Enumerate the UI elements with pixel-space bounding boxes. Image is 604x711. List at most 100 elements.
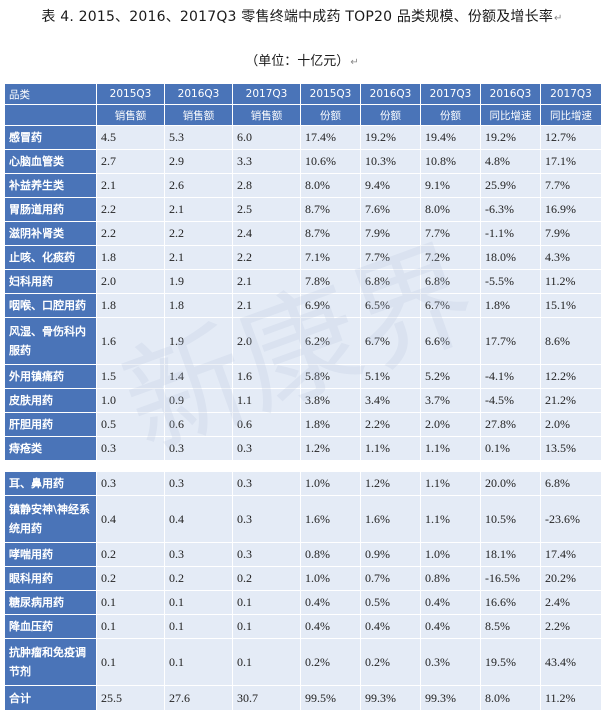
table-cell: 43.4% xyxy=(540,638,602,686)
table-cell: 5.1% xyxy=(360,364,421,389)
data-table: 品类 2015Q3 2016Q3 2017Q3 2015Q3 2016Q3 2017Q3 20… xyxy=(4,83,602,711)
table-cell: 19.2% xyxy=(480,125,541,150)
header-row-years: 品类 2015Q3 2016Q3 2017Q3 2015Q3 2016Q3 2017Q3 20… xyxy=(4,83,602,105)
column-header: 销售额 xyxy=(232,104,301,126)
table-cell: 1.6 xyxy=(96,317,165,365)
table-cell: 0.6 xyxy=(232,412,301,437)
column-header: 2017Q3 xyxy=(232,83,301,105)
table-cell: 2.2% xyxy=(540,614,602,639)
table-cell: 0.9% xyxy=(360,542,421,567)
category-name: 妇科用药 xyxy=(4,269,97,294)
table-cell: -1.1% xyxy=(480,221,541,246)
table-cell: 0.4% xyxy=(300,614,361,639)
table-cell: 7.7% xyxy=(540,173,602,198)
table-cell: 3.3 xyxy=(232,149,301,174)
table-row: 糖尿病用药 0.1 0.1 0.1 0.4% 0.5% 0.4% 16.6% 2.4% xyxy=(4,590,602,615)
table-cell: 1.1% xyxy=(420,471,481,496)
table-cell: 1.2% xyxy=(360,471,421,496)
unit-subtitle: （单位：十亿元）↵ xyxy=(0,50,604,69)
column-header: 同比增速 xyxy=(480,104,541,126)
table-cell: 0.1 xyxy=(96,638,165,686)
table-cell: 2.0% xyxy=(540,412,602,437)
divider-cell xyxy=(300,460,361,472)
table-cell: 1.0% xyxy=(300,566,361,591)
category-name: 糖尿病用药 xyxy=(4,590,97,615)
table-cell: 2.1 xyxy=(96,173,165,198)
table-row: 心脑血管类 2.7 2.9 3.3 10.6% 10.3% 10.8% 4.8% 17.1% xyxy=(4,149,602,174)
column-header: 销售额 xyxy=(164,104,233,126)
table-cell: 20.0% xyxy=(480,471,541,496)
table-cell: 0.2% xyxy=(300,638,361,686)
table-cell: 0.5% xyxy=(360,590,421,615)
table-cell: 2.0 xyxy=(96,269,165,294)
category-name: 抗肿瘤和免疫调节剂 xyxy=(4,638,97,686)
table-row: 妇科用药 2.0 1.9 2.1 7.8% 6.8% 6.8% -5.5% 11.2% xyxy=(4,269,602,294)
table-cell: 4.5 xyxy=(96,125,165,150)
table-cell: 18.0% xyxy=(480,245,541,270)
table-cell: 0.3 xyxy=(232,471,301,496)
table-cell: 0.4% xyxy=(420,590,481,615)
table-cell: 10.3% xyxy=(360,149,421,174)
table-cell: 17.7% xyxy=(480,317,541,365)
column-header: 份额 xyxy=(420,104,481,126)
table-cell: 0.3 xyxy=(232,436,301,461)
column-header: 同比增速 xyxy=(540,104,602,126)
table-cell: 0.1 xyxy=(164,590,233,615)
table-cell: 0.2 xyxy=(96,566,165,591)
divider-cell xyxy=(96,460,165,472)
table-row: 抗肿瘤和免疫调节剂 0.1 0.1 0.1 0.2% 0.2% 0.3% 19.5% 43.4% xyxy=(4,638,602,686)
table-cell: -4.5% xyxy=(480,388,541,413)
table-cell: 9.1% xyxy=(420,173,481,198)
divider-cell xyxy=(232,460,301,472)
table-cell: 6.8% xyxy=(420,269,481,294)
category-name: 痔疮类 xyxy=(4,436,97,461)
table-cell: 0.2 xyxy=(232,566,301,591)
table-cell: 2.1 xyxy=(164,245,233,270)
table-cell: 1.0 xyxy=(96,388,165,413)
table-cell: 12.2% xyxy=(540,364,602,389)
table-cell: 0.8% xyxy=(420,566,481,591)
table-row: 肝胆用药 0.5 0.6 0.6 1.8% 2.2% 2.0% 27.8% 2.0% xyxy=(4,412,602,437)
table-body: 感冒药 4.5 5.3 6.0 17.4% 19.2% 19.4% 19.2% 12.7% 心脑血… xyxy=(4,125,602,711)
category-name: 耳、鼻用药 xyxy=(4,471,97,496)
table-cell: 8.0% xyxy=(420,197,481,222)
table-cell: 7.8% xyxy=(300,269,361,294)
table-cell: 27.8% xyxy=(480,412,541,437)
table-cell: 17.4% xyxy=(540,542,602,567)
category-name: 肝胆用药 xyxy=(4,412,97,437)
table-cell: 0.1% xyxy=(480,436,541,461)
table-row: 痔疮类 0.3 0.3 0.3 1.2% 1.1% 1.1% 0.1% 13.5% xyxy=(4,436,602,461)
table-cell: 11.2% xyxy=(540,685,602,711)
table-cell: 25.5 xyxy=(96,685,165,711)
category-name: 合计 xyxy=(4,685,97,711)
table-cell: 7.9% xyxy=(540,221,602,246)
table-row: 补益养生类 2.1 2.6 2.8 8.0% 9.4% 9.1% 25.9% 7.7% xyxy=(4,173,602,198)
table-cell: 2.1 xyxy=(232,269,301,294)
section-divider xyxy=(4,460,602,472)
table-cell: 0.1 xyxy=(232,638,301,686)
category-name: 风湿、骨伤科内服药 xyxy=(4,317,97,365)
table-cell: 0.3 xyxy=(232,495,301,543)
table-cell: 4.8% xyxy=(480,149,541,174)
table-cell: 1.1% xyxy=(360,436,421,461)
table-cell: 25.9% xyxy=(480,173,541,198)
category-name: 滋阴补肾类 xyxy=(4,221,97,246)
table-cell: 1.8 xyxy=(96,293,165,318)
category-name: 心脑血管类 xyxy=(4,149,97,174)
table-cell: 99.5% xyxy=(300,685,361,711)
table-cell: 2.2 xyxy=(96,197,165,222)
table-title: 表 4. 2015、2016、2017Q3 零售终端中成药 TOP20 品类规模… xyxy=(0,6,604,26)
table-cell: 13.5% xyxy=(540,436,602,461)
category-name: 降血压药 xyxy=(4,614,97,639)
table-cell: -16.5% xyxy=(480,566,541,591)
column-header: 2017Q3 xyxy=(420,83,481,105)
table-cell: 3.7% xyxy=(420,388,481,413)
table-cell: 2.1 xyxy=(164,197,233,222)
table-cell: 0.4 xyxy=(164,495,233,543)
table-cell: 7.6% xyxy=(360,197,421,222)
table-cell: 1.9 xyxy=(164,317,233,365)
table-cell: 11.2% xyxy=(540,269,602,294)
table-cell: 99.3% xyxy=(360,685,421,711)
table-cell: 1.6% xyxy=(360,495,421,543)
table-cell: 2.2 xyxy=(232,245,301,270)
